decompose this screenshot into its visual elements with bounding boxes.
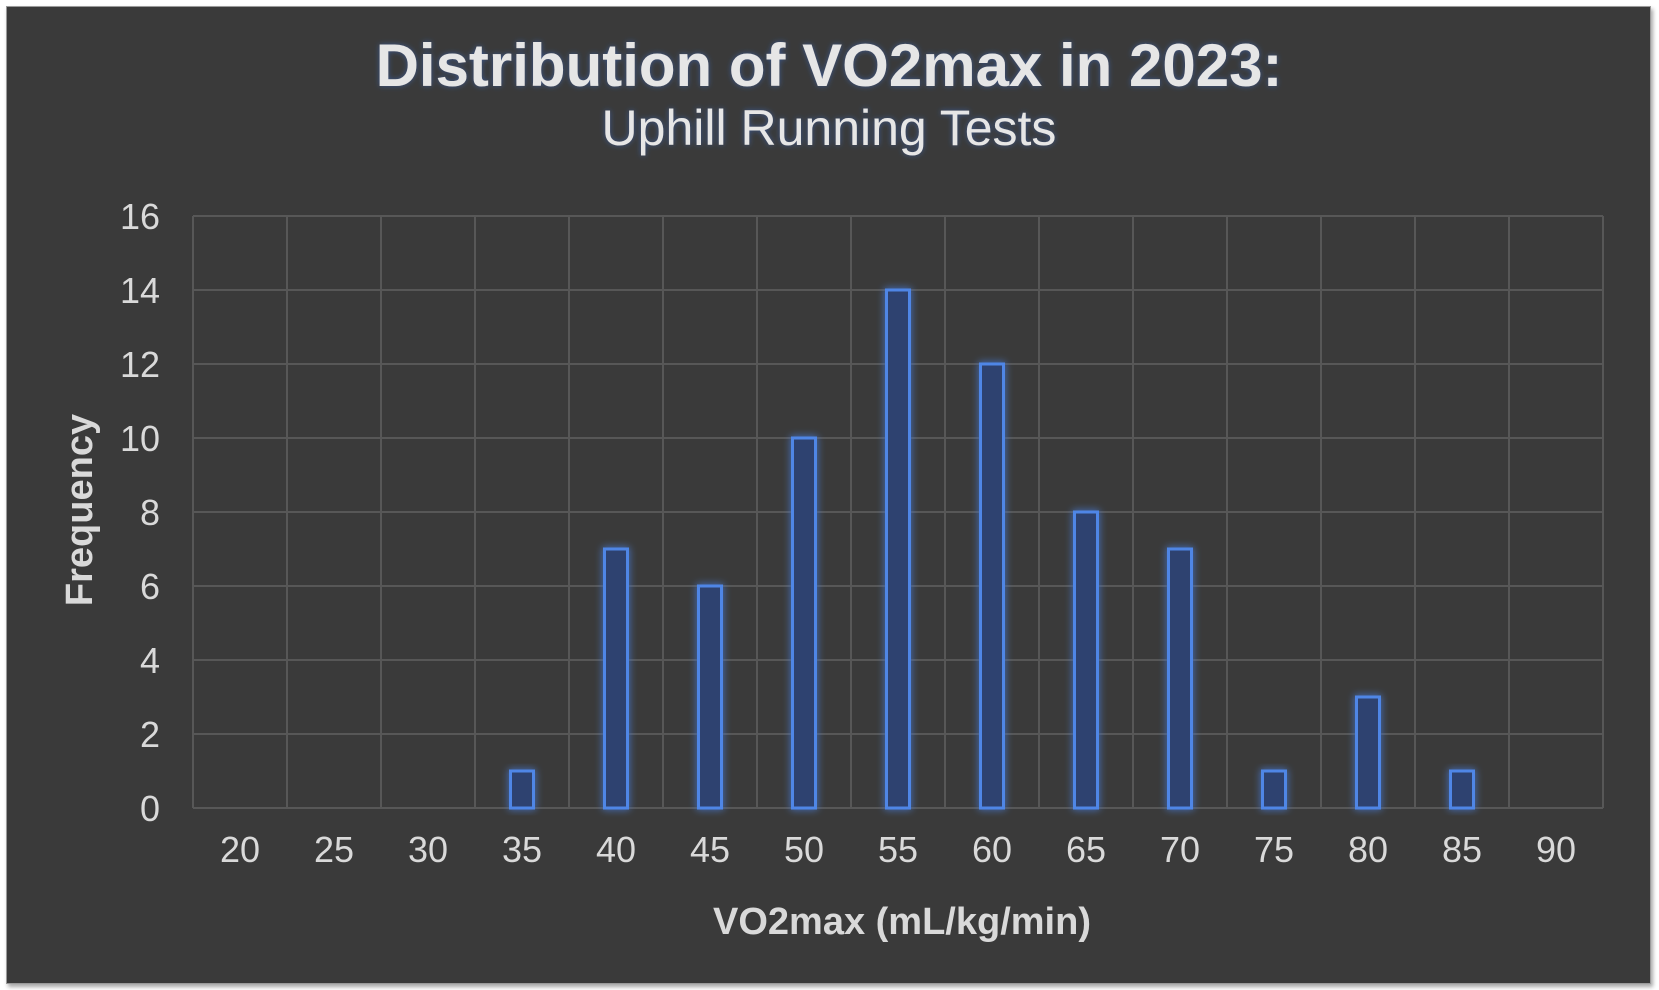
y-tick-label: 16 xyxy=(120,196,160,237)
bar-55 xyxy=(885,288,911,810)
bar-80 xyxy=(1355,695,1381,810)
y-tick-label: 6 xyxy=(140,566,160,607)
x-tick-label: 85 xyxy=(1442,829,1482,870)
x-tick-label: 90 xyxy=(1536,829,1576,870)
x-tick-label: 35 xyxy=(502,829,542,870)
x-axis-label: VO2max (mL/kg/min) xyxy=(713,901,1091,943)
bar-45 xyxy=(697,584,723,810)
x-tick-label: 25 xyxy=(314,829,354,870)
x-tick-label: 65 xyxy=(1066,829,1106,870)
y-tick-label: 8 xyxy=(140,492,160,533)
bar-60 xyxy=(979,362,1005,810)
x-tick-label: 55 xyxy=(878,829,918,870)
bar-50 xyxy=(791,436,817,810)
bar-35 xyxy=(509,769,535,810)
y-tick-label: 0 xyxy=(140,788,160,829)
x-tick-label: 40 xyxy=(596,829,636,870)
chart-title: Distribution of VO2max in 2023: xyxy=(376,32,1283,99)
y-tick-label: 12 xyxy=(120,344,160,385)
y-axis-ticks: 0 2 4 6 8 10 12 14 16 xyxy=(120,196,160,829)
x-tick-label: 20 xyxy=(220,829,260,870)
bar-85 xyxy=(1449,769,1475,810)
bar-40 xyxy=(603,547,629,810)
y-tick-label: 14 xyxy=(120,270,160,311)
y-tick-label: 4 xyxy=(140,640,160,681)
y-axis-label: Frequency xyxy=(59,414,101,606)
x-tick-label: 80 xyxy=(1348,829,1388,870)
bars xyxy=(509,288,1475,810)
chart-frame xyxy=(6,6,1651,984)
x-axis-ticks: 20 25 30 35 40 45 50 55 60 65 70 75 80 85 90 xyxy=(220,829,1576,870)
x-tick-label: 30 xyxy=(408,829,448,870)
bar-70 xyxy=(1167,547,1193,810)
x-tick-label: 50 xyxy=(784,829,824,870)
x-tick-label: 70 xyxy=(1160,829,1200,870)
x-tick-label: 75 xyxy=(1254,829,1294,870)
y-tick-label: 10 xyxy=(120,418,160,459)
bar-65 xyxy=(1073,510,1099,810)
chart-subtitle: Uphill Running Tests xyxy=(602,100,1057,156)
x-tick-label: 45 xyxy=(690,829,730,870)
bar-75 xyxy=(1261,769,1287,810)
x-tick-label: 60 xyxy=(972,829,1012,870)
y-tick-label: 2 xyxy=(140,714,160,755)
